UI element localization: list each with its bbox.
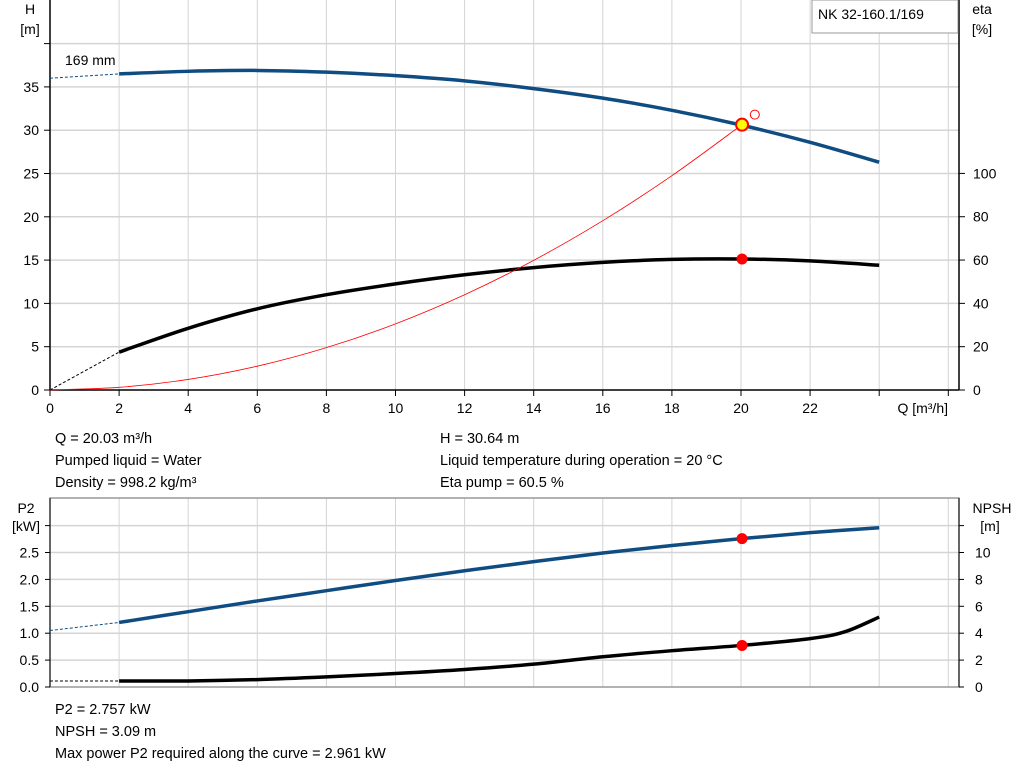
bottom-left-axis-title-1: P2 xyxy=(17,500,34,516)
h-tick-label: 35 xyxy=(23,79,39,95)
result-liquid: Pumped liquid = Water xyxy=(55,453,202,469)
h-tick-label: 15 xyxy=(23,252,39,268)
duty-point-head-marker xyxy=(735,117,750,132)
head-extrapolation xyxy=(49,73,120,79)
x-tick-label: 4 xyxy=(184,400,192,416)
top-grid xyxy=(50,0,959,390)
duty-point-npsh-marker xyxy=(736,639,748,651)
x-tick-label: 0 xyxy=(46,400,54,416)
x-tick-label: 10 xyxy=(388,400,404,416)
p2-tick-label: 0.0 xyxy=(20,679,40,695)
top-left-axis-title-1: H xyxy=(25,1,35,17)
x-tick-label: 8 xyxy=(323,400,331,416)
x-tick-label: 20 xyxy=(733,400,749,416)
h-tick-label: 10 xyxy=(23,295,39,311)
pump-model-title: NK 32-160.1/169 xyxy=(818,6,924,22)
npsh-tick-label: 8 xyxy=(975,571,983,587)
h-tick-label: 25 xyxy=(23,166,39,182)
duty-points xyxy=(735,109,760,651)
p2-tick-label: 2.0 xyxy=(20,571,40,587)
result-p2: P2 = 2.757 kW xyxy=(55,702,151,718)
npsh-tick-label: 4 xyxy=(975,625,983,641)
x-tick-label: 16 xyxy=(595,400,611,416)
result-max-p2: Max power P2 required along the curve = … xyxy=(55,746,386,762)
tick-labels: 0 2 4 6 8 10 12 14 16 18 20 22051015202530350204060… xyxy=(20,79,997,695)
top-right-axis-title-1: eta xyxy=(972,1,992,17)
h-tick-label: 20 xyxy=(23,209,39,225)
top-left-axis-title-2: [m] xyxy=(20,21,39,37)
result-eta: Eta pump = 60.5 % xyxy=(440,475,564,491)
npsh-tick-label: 2 xyxy=(975,652,983,668)
x-tick-label: 6 xyxy=(253,400,261,416)
p2-tick-label: 0.5 xyxy=(20,652,40,668)
eta-tick-label: 20 xyxy=(973,339,989,355)
h-tick-label: 30 xyxy=(23,122,39,138)
h-tick-label: 0 xyxy=(31,382,39,398)
x-tick-label: 2 xyxy=(115,400,123,416)
result-density: Density = 998.2 kg/m³ xyxy=(55,475,197,491)
p2-extrapolation xyxy=(49,621,120,632)
npsh-tick-label: 0 xyxy=(975,679,983,695)
x-tick-label: 18 xyxy=(664,400,680,416)
result-q: Q = 20.03 m³/h xyxy=(55,431,153,447)
npsh-tick-label: 6 xyxy=(975,598,983,614)
curve-diameter-label: 169 mm xyxy=(65,52,116,68)
top-right-axis-title-2: [%] xyxy=(972,21,992,37)
eta-tick-label: 40 xyxy=(973,295,989,311)
head-curve xyxy=(119,68,880,164)
result-npsh: NPSH = 3.09 m xyxy=(55,724,157,740)
eta-tick-label: 0 xyxy=(973,382,981,398)
h-tick-label: 5 xyxy=(31,339,39,355)
duty-point-eta-marker xyxy=(736,253,748,265)
p2-tick-label: 1.0 xyxy=(20,625,40,641)
requested-point-marker xyxy=(749,109,760,120)
bottom-right-axis-title-1: NPSH xyxy=(973,500,1012,516)
eta-tick-label: 100 xyxy=(973,165,997,181)
p2-tick-label: 2.5 xyxy=(20,545,40,561)
x-tick-label: 22 xyxy=(802,400,818,416)
eta-curve xyxy=(118,257,880,354)
eta-tick-label: 80 xyxy=(973,209,989,225)
bottom-left-axis-title-2: [kW] xyxy=(12,518,40,534)
eta-tick-label: 60 xyxy=(973,252,989,268)
axes xyxy=(44,0,965,688)
pump-model-box xyxy=(811,0,959,34)
curves xyxy=(49,68,880,683)
eta-extrapolation xyxy=(49,351,120,391)
x-tick-label: 12 xyxy=(457,400,473,416)
duty-point-p2-marker xyxy=(736,533,748,545)
npsh-curve xyxy=(119,615,880,683)
bottom-right-axis-title-2: [m] xyxy=(980,518,999,534)
p2-tick-label: 1.5 xyxy=(20,598,40,614)
result-temperature: Liquid temperature during operation = 20… xyxy=(440,453,723,469)
result-h: H = 30.64 m xyxy=(440,431,520,447)
p2-curve xyxy=(118,526,880,625)
bottom-grid xyxy=(50,498,959,687)
x-tick-label: 14 xyxy=(526,400,542,416)
npsh-tick-label: 10 xyxy=(975,545,991,561)
system-curve xyxy=(49,124,743,391)
x-axis-title: Q [m³/h] xyxy=(897,400,948,416)
